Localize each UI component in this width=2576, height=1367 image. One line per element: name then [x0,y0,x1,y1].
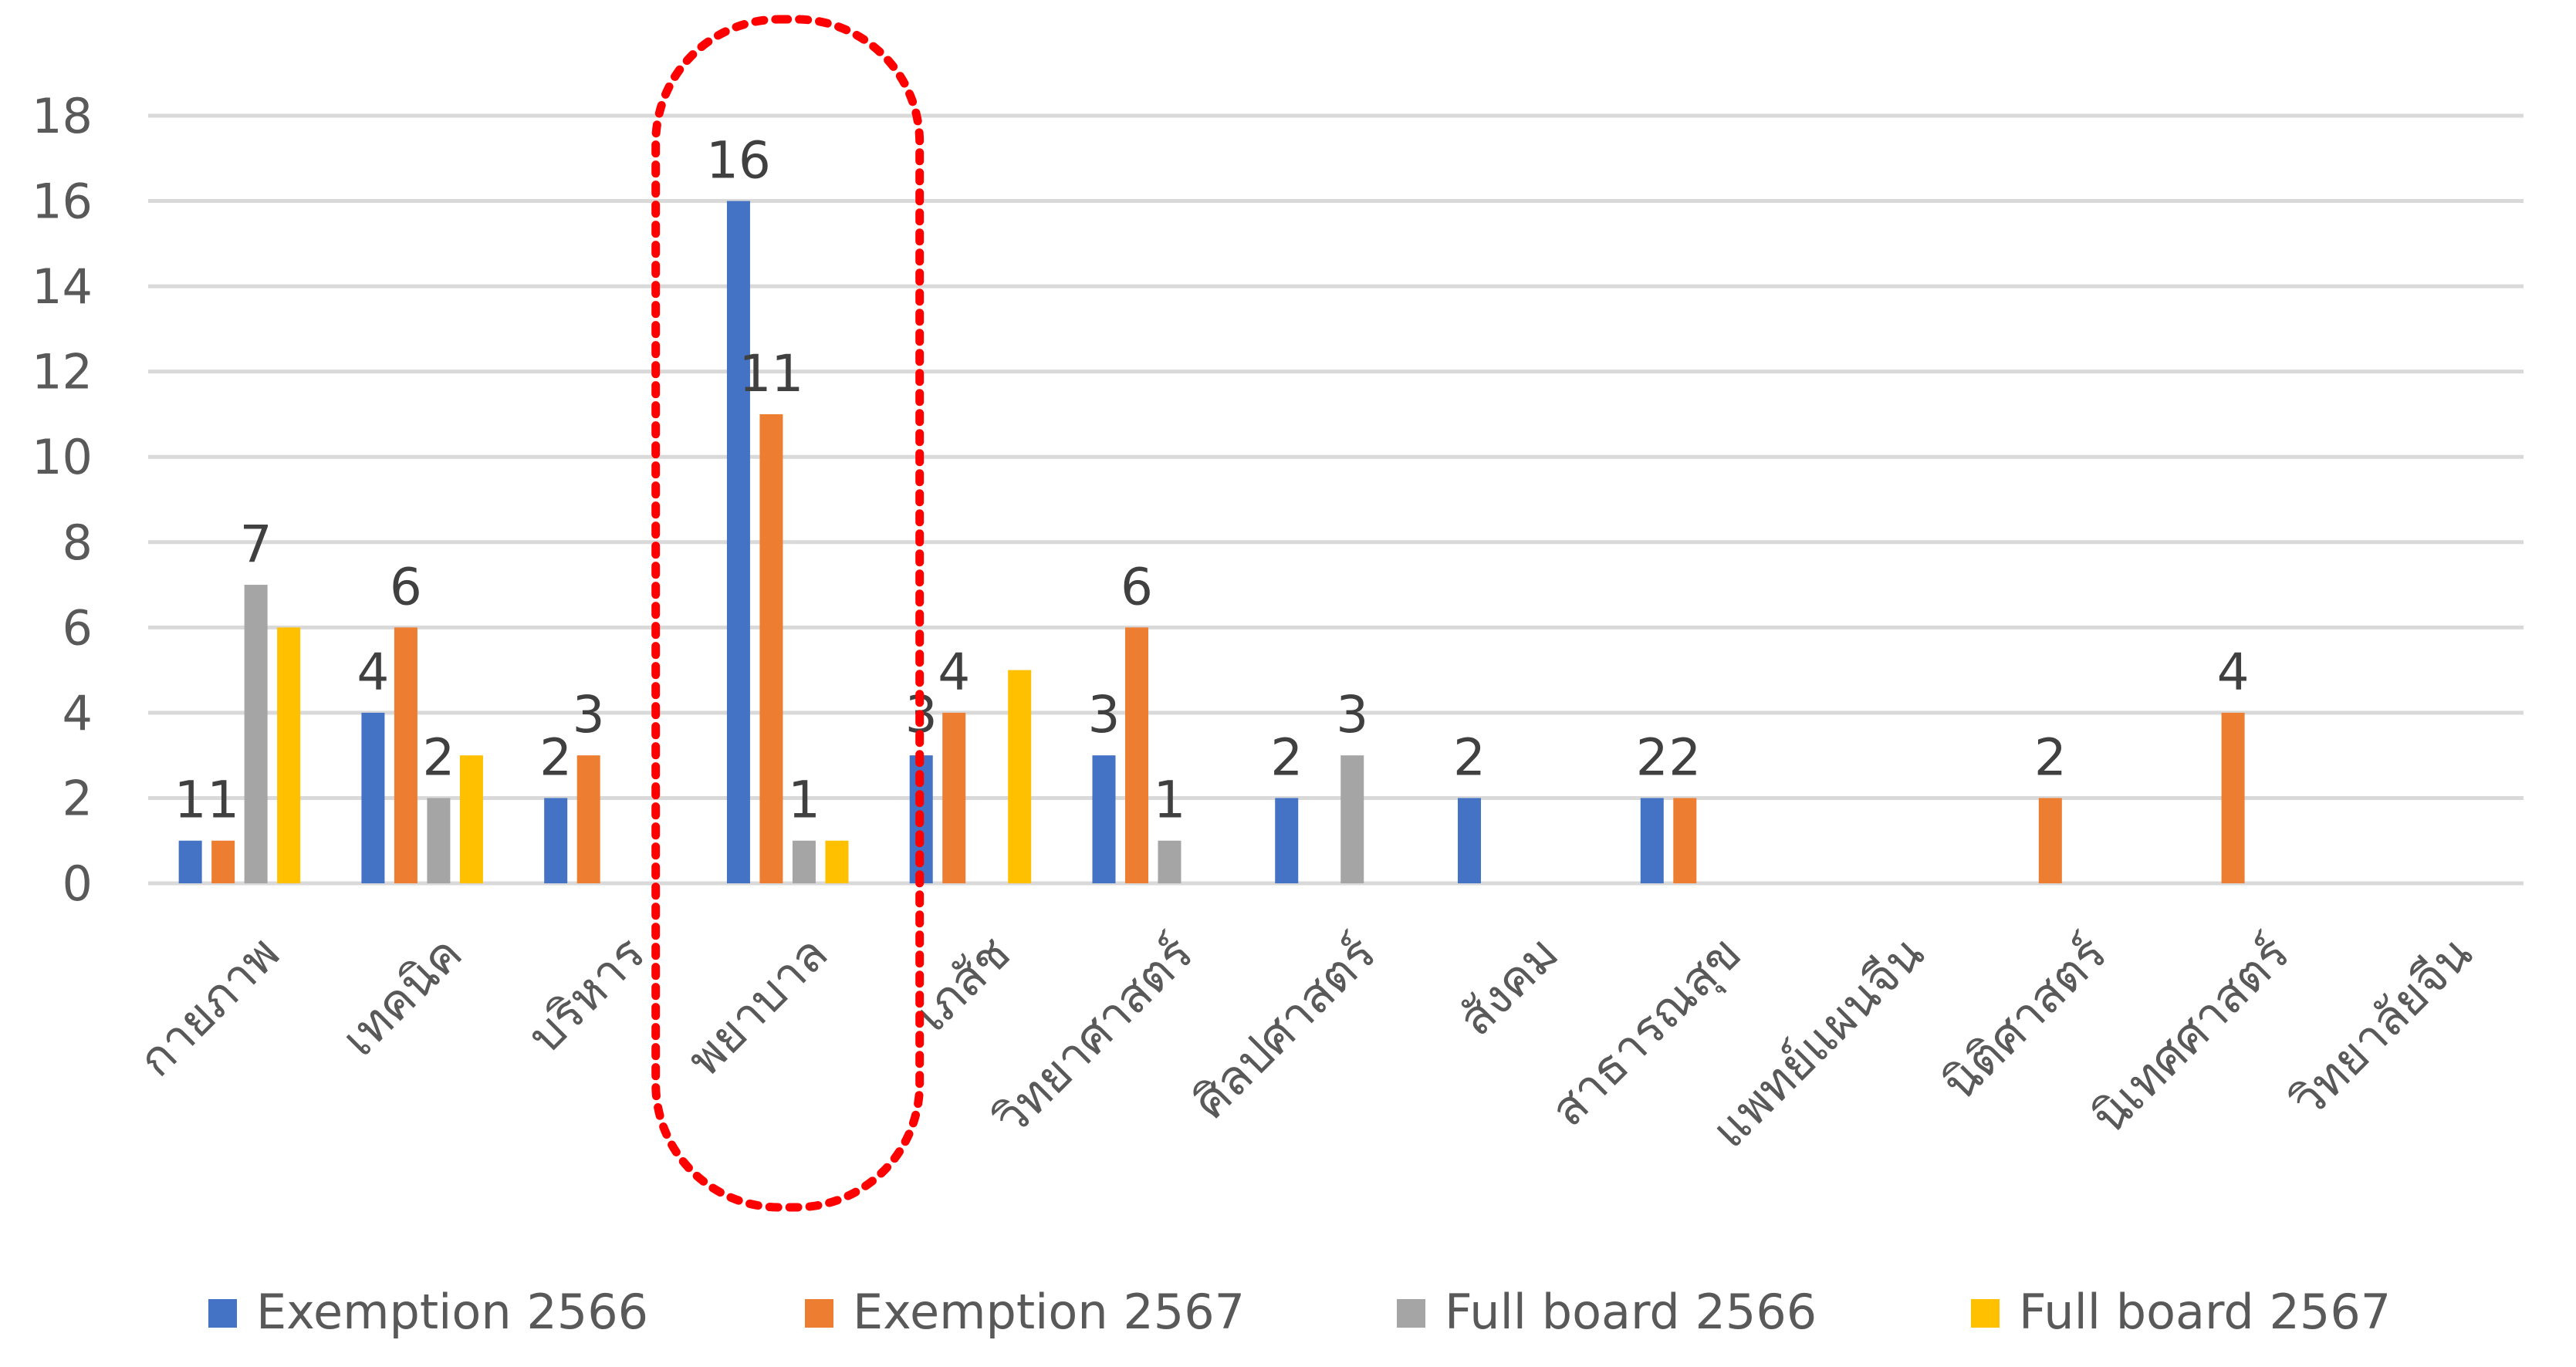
category-label: นิติศาสตร์ [1931,925,2117,1111]
bar [2221,712,2245,883]
bar [1124,627,1148,883]
highlight-outline [651,15,925,1212]
legend-swatch [208,1299,237,1328]
data-label: 2 [539,727,572,787]
data-label: 7 [240,515,272,574]
bars [178,201,2245,883]
data-label: 4 [938,643,970,702]
y-tick-label: 6 [63,599,93,656]
bar [1158,840,1182,883]
category-label: สังคม [1447,925,1569,1047]
y-tick-label: 4 [63,685,93,741]
y-tick-label: 2 [63,770,93,826]
bar [1275,798,1299,883]
data-label: 4 [357,643,389,702]
legend-label: Exemption 2567 [853,1284,1245,1340]
category-label: กายภาพ [127,925,290,1088]
category-label: บริหาร [516,925,655,1064]
highlight-dotted-outline [651,15,925,1212]
data-label: 1 [174,771,207,830]
bar [244,585,268,883]
data-label: 3 [1336,685,1368,744]
data-label: 1 [788,771,820,830]
data-label: 2 [1636,727,1668,787]
data-label: 2 [1270,727,1303,787]
bar [277,627,301,883]
bar [1673,798,1697,883]
data-label: 16 [706,131,771,191]
bar [1640,798,1664,883]
category-label: ศิลปศาสตร์ [1182,925,1386,1129]
data-label: 2 [2034,727,2067,787]
y-tick-label: 8 [63,515,93,571]
bar [427,798,451,883]
y-tick-label: 16 [32,174,93,230]
bar [544,798,568,883]
data-label: 2 [1453,727,1486,787]
bar [759,413,783,883]
bar [178,840,202,883]
bar [1458,798,1482,883]
y-tick-label: 14 [32,258,93,315]
data-label: 2 [422,727,455,787]
y-tick-label: 10 [32,429,93,485]
legend-label: Full board 2566 [1445,1284,1817,1340]
bar [1092,755,1116,883]
category-label: พยาบาล [676,925,838,1087]
data-label: 11 [739,344,803,403]
data-label: 6 [390,557,422,616]
legend-swatch [805,1299,833,1328]
legend-swatch [1397,1299,1425,1328]
legend-swatch [1971,1299,2000,1328]
bar [459,755,483,883]
bar [394,627,418,883]
category-label: เทคนิค [331,925,473,1067]
bar [942,712,966,883]
gridlines [148,113,2524,886]
bar [211,840,235,883]
legend-label: Full board 2567 [2019,1284,2391,1340]
bar [1340,755,1364,883]
data-label: 1 [207,771,239,830]
data-label: 3 [573,685,605,744]
data-label: 3 [1087,685,1120,744]
category-labels: กายภาพ เทคนิค บริหาร พยาบาล เภสัชวิทยาศาสตร์… [127,925,2483,1159]
category-label: นิเทศศาสตร์ [2081,925,2300,1145]
y-tick-label: 12 [32,344,93,400]
data-label: 2 [1668,727,1701,787]
data-label: 6 [1121,557,1153,616]
bar [825,840,849,883]
bar [361,712,385,883]
legend: Exemption 2566 Exemption 2567 Full board 2… [208,1284,2391,1340]
y-axis-tick-labels: 0 2 4 6 8 10 12 14 16 18 [32,88,93,912]
bar [792,840,816,883]
y-tick-label: 18 [32,88,93,144]
data-label: 4 [2217,643,2250,702]
bar [726,201,750,883]
bar [2038,798,2062,883]
legend-label: Exemption 2566 [256,1284,648,1340]
bar [576,755,600,883]
y-tick-label: 0 [63,856,93,912]
category-label: วิทยาศาสตร์ [982,925,1204,1146]
category-label: วิทยาลัยจีน [2279,925,2483,1129]
data-label: 1 [1153,771,1185,830]
bar [1008,670,1032,883]
